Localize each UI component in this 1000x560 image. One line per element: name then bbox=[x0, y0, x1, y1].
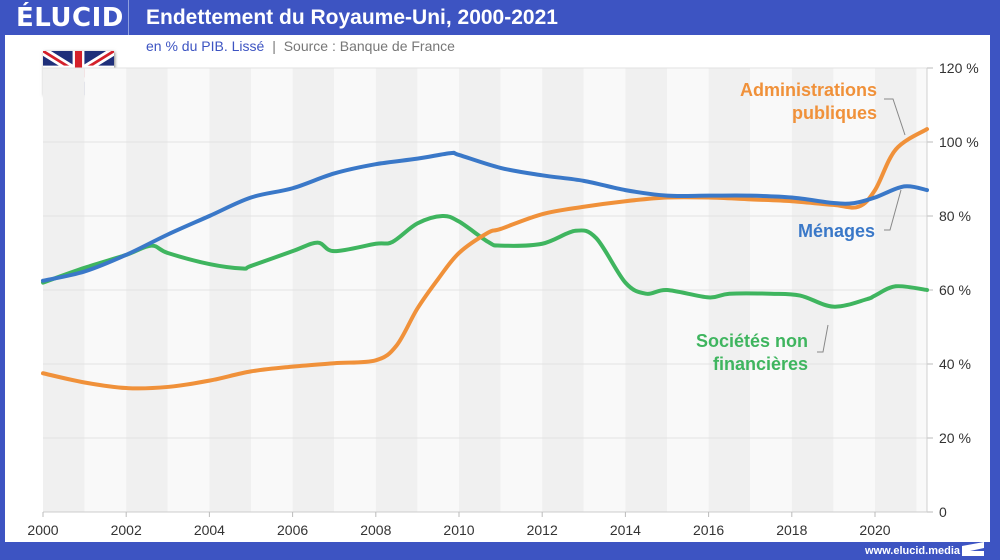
x-tick-label: 2000 bbox=[27, 522, 58, 538]
label-administrations-publiques: publiques bbox=[792, 103, 877, 123]
header-separator bbox=[128, 0, 129, 35]
x-tick-label: 2020 bbox=[859, 522, 890, 538]
x-tick-label: 2016 bbox=[693, 522, 724, 538]
label-societes-non-financieres: financières bbox=[713, 354, 808, 374]
subtitle-separator: | bbox=[272, 38, 276, 54]
series-lines bbox=[41, 127, 929, 391]
chart-title: Endettement du Royaume-Uni, 2000-2021 bbox=[146, 6, 558, 29]
x-tick-label: 2002 bbox=[111, 522, 142, 538]
x-tick-label: 2018 bbox=[776, 522, 807, 538]
x-tick-label: 2010 bbox=[443, 522, 474, 538]
series-labels: Ménages Sociétés non financières Administra… bbox=[696, 80, 877, 374]
subtitle-source: Source : Banque de France bbox=[283, 38, 455, 54]
x-tick-label: 2004 bbox=[194, 522, 225, 538]
subtitle-unit: en % du PIB. Lissé bbox=[146, 38, 265, 54]
x-tick-label: 2006 bbox=[277, 522, 308, 538]
leader-line bbox=[884, 98, 906, 136]
elucid-mark-icon bbox=[962, 542, 984, 556]
x-tick-label: 2014 bbox=[610, 522, 641, 538]
x-tick-label: 2008 bbox=[360, 522, 391, 538]
chart-subtitle: en % du PIB. Lissé | Source : Banque de … bbox=[146, 38, 455, 54]
y-tick-label: 20 % bbox=[939, 430, 971, 446]
footer-url[interactable]: www.elucid.media bbox=[865, 545, 960, 557]
label-menages: Ménages bbox=[798, 221, 875, 241]
y-tick-label: 0 bbox=[939, 504, 947, 520]
leader-line bbox=[884, 189, 902, 231]
leader-line bbox=[817, 324, 829, 353]
label-administrations-publiques: Administrations bbox=[740, 80, 877, 100]
line-administrations-publiques bbox=[41, 127, 929, 391]
line-societes-non-financieres bbox=[41, 213, 929, 309]
x-axis: 2000 2002 2004 2006 2008 2010 2012 2014 2016 2018… bbox=[27, 511, 927, 538]
y-tick-label: 80 % bbox=[939, 208, 971, 224]
line-menages bbox=[41, 150, 929, 283]
y-tick-label: 60 % bbox=[939, 282, 971, 298]
label-societes-non-financieres: Sociétés non bbox=[696, 331, 808, 351]
label-leader-lines bbox=[817, 98, 906, 353]
y-tick-label: 40 % bbox=[939, 356, 971, 372]
y-axis: 0 20 % 40 % 60 % 80 % 100 % 120 % bbox=[926, 60, 979, 520]
elucid-logo: ÉLUCID bbox=[16, 3, 124, 33]
gridlines bbox=[43, 67, 927, 439]
x-tick-label: 2012 bbox=[527, 522, 558, 538]
y-tick-label: 100 % bbox=[939, 134, 979, 150]
header-bar: ÉLUCID Endettement du Royaume-Uni, 2000-… bbox=[0, 0, 1000, 35]
y-tick-label: 120 % bbox=[939, 60, 979, 76]
